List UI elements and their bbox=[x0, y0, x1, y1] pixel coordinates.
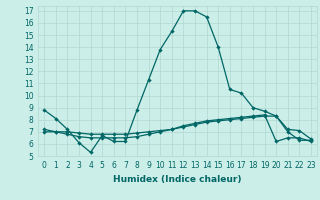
X-axis label: Humidex (Indice chaleur): Humidex (Indice chaleur) bbox=[113, 175, 242, 184]
